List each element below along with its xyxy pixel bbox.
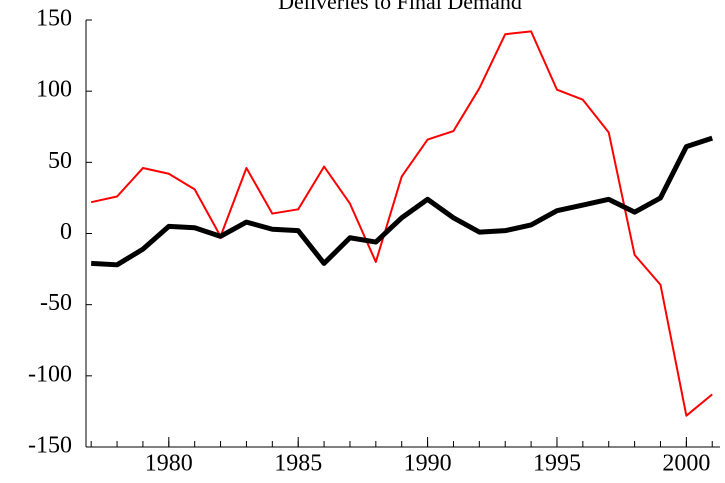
x-tick-label: 1990 [404,451,452,477]
y-tick-label: 100 [36,77,72,103]
x-tick-label: 1980 [145,451,193,477]
y-tick-label: -50 [40,290,72,316]
x-tick-label: 1995 [533,451,581,477]
y-tick-label: 0 [60,219,72,245]
y-tick-label: -150 [28,433,72,459]
series-line [91,135,714,268]
x-tick-label: 2000 [662,451,710,477]
chart-title: Deliveries to Final Demand [278,0,522,14]
y-tick-label: 150 [36,6,72,32]
y-tick-label: -100 [28,361,72,387]
series-line [90,30,713,417]
y-tick-label: 50 [48,148,72,174]
x-tick-label: 1985 [274,451,322,477]
